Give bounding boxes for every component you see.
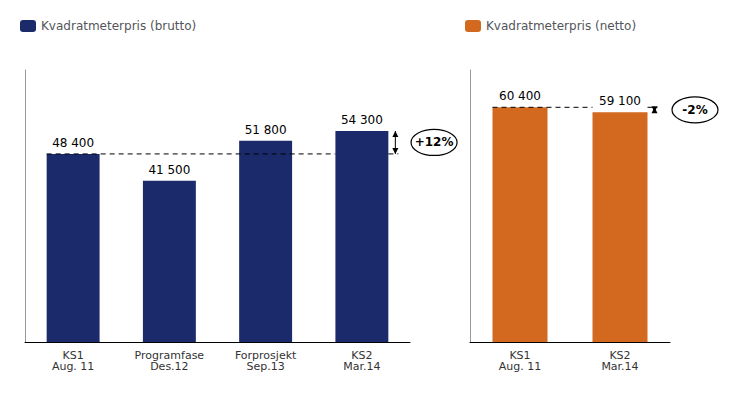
svg-text:60 400: 60 400: [499, 89, 541, 103]
svg-text:Aug. 11: Aug. 11: [52, 360, 94, 373]
svg-text:59 100: 59 100: [599, 94, 641, 108]
svg-text:Aug. 11: Aug. 11: [499, 360, 541, 373]
svg-text:Des.12: Des.12: [150, 360, 188, 373]
svg-text:-2%: -2%: [682, 103, 707, 117]
svg-text:Kvadratmeterpris (brutto): Kvadratmeterpris (brutto): [41, 19, 196, 33]
svg-text:Programfase: Programfase: [134, 349, 205, 362]
svg-text:Mar.14: Mar.14: [343, 360, 380, 373]
svg-text:KS2: KS2: [351, 349, 373, 362]
svg-text:+12%: +12%: [415, 135, 454, 149]
svg-text:Sep.13: Sep.13: [247, 360, 285, 373]
svg-text:KS1: KS1: [509, 349, 531, 362]
svg-text:Mar.14: Mar.14: [601, 360, 638, 373]
svg-text:Forprosjekt: Forprosjekt: [234, 349, 297, 362]
svg-text:41 500: 41 500: [148, 163, 190, 177]
svg-text:54 300: 54 300: [341, 113, 383, 127]
svg-text:51 800: 51 800: [245, 123, 287, 137]
svg-text:KS2: KS2: [609, 349, 631, 362]
svg-text:KS1: KS1: [62, 349, 84, 362]
svg-text:48 400: 48 400: [52, 136, 94, 150]
svg-text:Kvadratmeterpris (netto): Kvadratmeterpris (netto): [486, 19, 636, 33]
